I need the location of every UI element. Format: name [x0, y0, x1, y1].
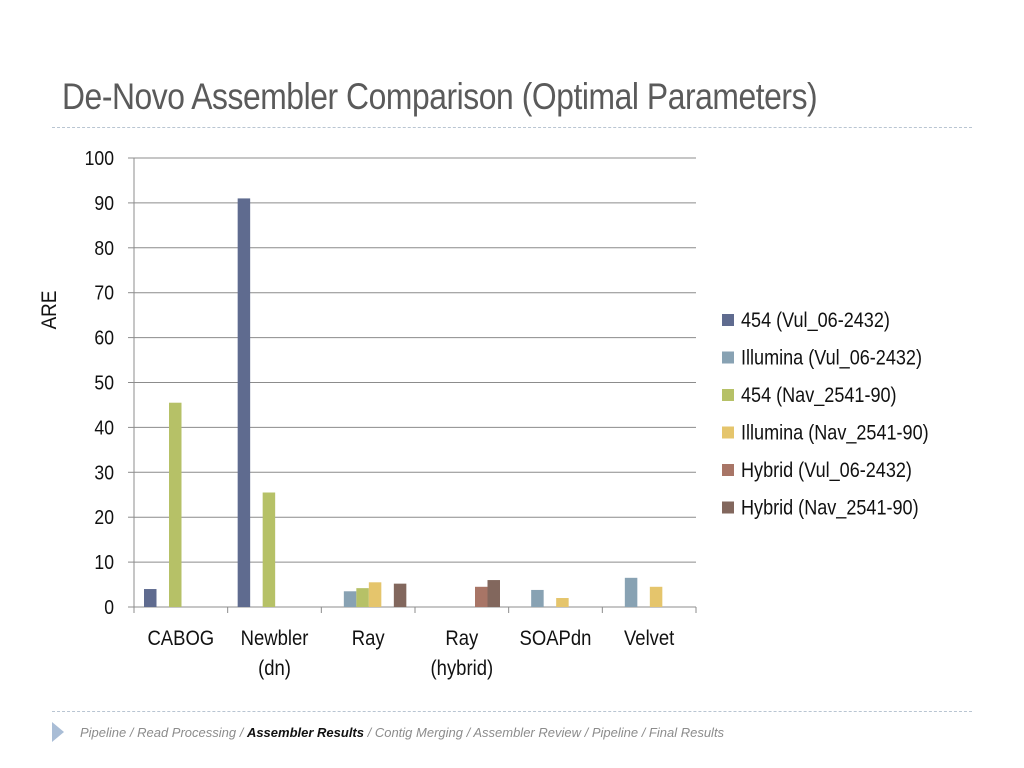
bar: [649, 586, 663, 607]
bar: [343, 591, 357, 607]
x-tick-label: (hybrid): [431, 657, 494, 680]
y-tick-label: 80: [94, 237, 114, 259]
y-tick-label: 0: [104, 596, 114, 618]
bar: [624, 577, 638, 607]
legend-swatch: [722, 501, 734, 514]
are-bar-chart: 0 10 20 30 40 50 60 70 80 90 100 ARE CABOG Newbler (dn…: [38, 147, 929, 680]
legend-label: 454 (Vul_06-2432): [741, 309, 890, 333]
y-tick-label: 90: [94, 192, 114, 214]
bar: [556, 598, 569, 607]
legend-swatch: [722, 464, 734, 476]
bar: [531, 589, 544, 607]
x-tick-label: Ray: [352, 627, 385, 650]
legend-label: Hybrid (Nav_2541-90): [741, 496, 919, 520]
bar: [144, 589, 157, 607]
legend-label: Illumina (Nav_2541-90): [741, 421, 929, 445]
slide-title: De-Novo Assembler Comparison (Optimal Pa…: [62, 76, 818, 117]
legend-swatch: [722, 351, 734, 364]
legend-label: 454 (Nav_2541-90): [741, 384, 897, 408]
bar: [356, 588, 369, 607]
legend-label: Hybrid (Vul_06-2432): [741, 459, 912, 483]
bar: [237, 198, 251, 607]
x-tick-label: SOAPdn: [520, 627, 592, 650]
breadcrumb-before: Pipeline / Read Processing /: [80, 725, 247, 740]
y-tick-label: 20: [94, 506, 114, 528]
x-tick-label: CABOG: [147, 627, 214, 650]
breadcrumb-after: / Contig Merging / Assembler Review / Pi…: [364, 725, 725, 740]
legend-swatch: [722, 314, 734, 326]
y-tick-label: 50: [94, 371, 114, 393]
legend-swatch: [722, 389, 734, 401]
y-tick-label: 30: [94, 461, 114, 483]
bar: [475, 586, 488, 607]
x-tick-label: Newbler: [241, 627, 309, 650]
legend-label: Illumina (Vul_06-2432): [741, 346, 922, 370]
y-tick-label: 40: [94, 416, 114, 438]
y-tick-label: 10: [94, 551, 114, 573]
y-tick-label: 70: [94, 282, 114, 304]
bar: [169, 402, 182, 607]
title-divider: [52, 127, 972, 128]
x-tick-label: (dn): [258, 657, 291, 680]
legend-swatch: [722, 426, 734, 439]
footer-divider: [52, 711, 972, 712]
y-tick-label: 100: [85, 147, 114, 169]
footer-arrow-icon: [52, 722, 64, 742]
x-tick-label: Ray: [445, 627, 478, 650]
bar: [262, 492, 276, 607]
bar: [393, 583, 407, 607]
x-tick-label: Velvet: [624, 627, 675, 650]
bar: [487, 580, 500, 607]
y-tick-label: 60: [94, 327, 114, 349]
breadcrumb: Pipeline / Read Processing / Assembler R…: [80, 725, 724, 740]
y-axis-title: ARE: [38, 291, 61, 330]
bar: [368, 582, 382, 607]
breadcrumb-current: Assembler Results: [246, 725, 364, 740]
